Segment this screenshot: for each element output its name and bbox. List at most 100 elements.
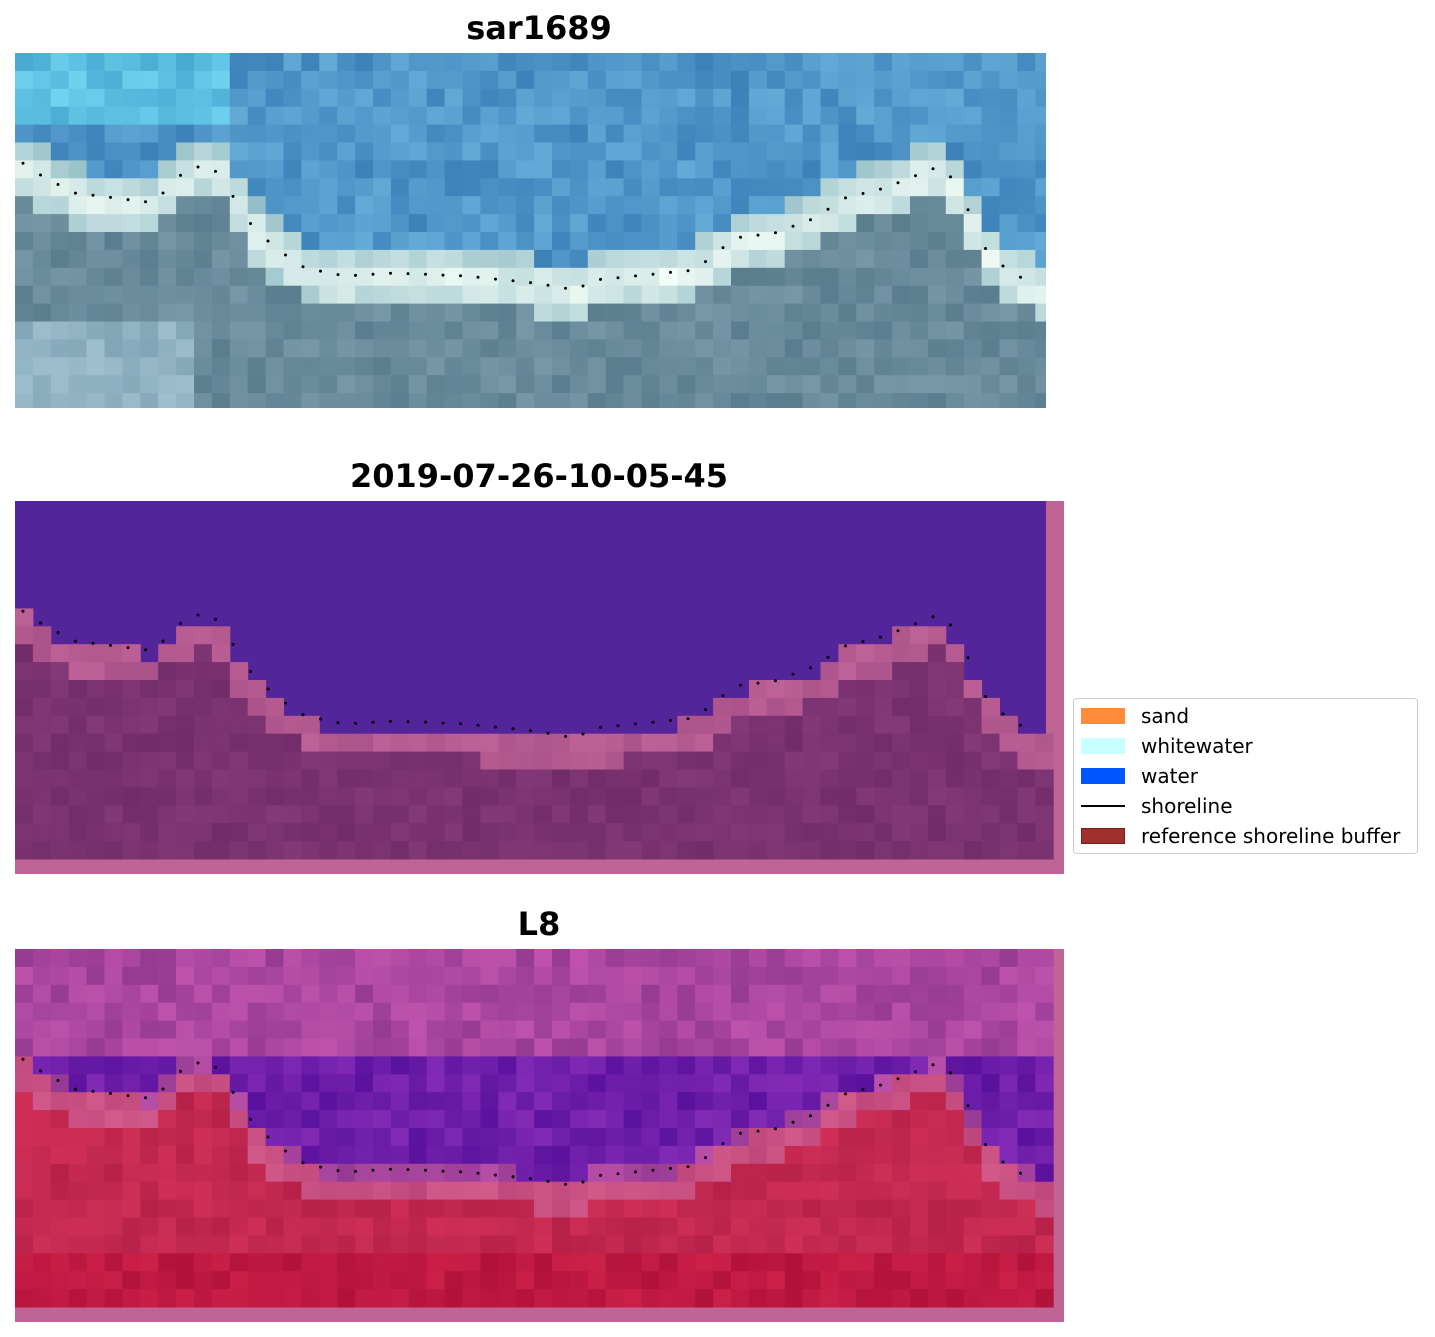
index-pixel [659, 1020, 678, 1039]
image-pixel [265, 142, 284, 161]
image-pixel [945, 70, 965, 90]
land-class-pixel [104, 697, 123, 717]
index-pixel [301, 1163, 320, 1183]
image-pixel [355, 232, 374, 251]
image-pixel [211, 160, 231, 179]
index-pixel [802, 1271, 821, 1290]
legend-item-reference-buffer: reference shoreline buffer [1081, 824, 1411, 848]
land-class-pixel [910, 751, 929, 770]
land-class-pixel [713, 805, 732, 824]
image-pixel [802, 142, 821, 161]
land-class-pixel [50, 644, 70, 663]
image-pixel [856, 375, 875, 394]
land-class-pixel [1017, 751, 1036, 770]
image-pixel [534, 339, 553, 358]
land-class-pixel [211, 805, 231, 824]
image-pixel [158, 106, 177, 126]
index-pixel [981, 1038, 1000, 1057]
index-pixel [838, 1199, 857, 1218]
image-pixel [480, 321, 499, 340]
image-pixel [176, 393, 195, 408]
image-pixel [265, 88, 284, 108]
index-pixel [337, 1271, 356, 1290]
index-pixel [802, 1056, 821, 1075]
land-class-pixel [892, 626, 911, 645]
image-pixel [1035, 393, 1046, 408]
image-pixel [373, 285, 392, 305]
index-pixel [426, 1217, 446, 1236]
image-pixel [713, 178, 732, 197]
index-pixel [283, 1217, 302, 1236]
index-pixel [140, 1056, 159, 1075]
index-pixel [355, 949, 374, 968]
image-pixel [516, 303, 535, 322]
index-pixel [32, 1289, 52, 1308]
land-class-pixel [820, 751, 839, 770]
image-pixel [945, 303, 965, 322]
image-pixel [229, 285, 249, 305]
index-pixel [265, 1128, 284, 1147]
image-pixel [1035, 70, 1046, 90]
image-pixel [373, 53, 392, 72]
index-pixel [390, 1128, 410, 1147]
image-pixel [498, 142, 517, 161]
land-class-pixel [892, 715, 911, 735]
image-pixel [15, 321, 34, 340]
image-pixel [927, 267, 947, 287]
image-pixel [104, 88, 123, 108]
index-pixel [211, 1289, 231, 1308]
image-pixel [426, 142, 446, 161]
land-class-pixel [104, 841, 123, 860]
image-pixel [874, 53, 893, 72]
index-pixel [176, 1181, 195, 1201]
image-pixel [426, 214, 446, 233]
image-pixel [731, 160, 750, 179]
index-pixel [229, 1020, 249, 1039]
legend-swatch-whitewater [1081, 738, 1125, 754]
image-pixel [480, 88, 499, 108]
image-pixel [784, 232, 804, 251]
image-pixel [390, 142, 410, 161]
index-pixel [784, 1074, 804, 1093]
image-pixel [516, 285, 535, 305]
index-pixel [86, 966, 105, 986]
index-pixel [390, 966, 410, 986]
index-pixel [211, 1217, 231, 1236]
index-pixel [229, 1181, 249, 1201]
image-pixel [802, 88, 821, 108]
land-class-pixel [355, 841, 374, 860]
shoreline-point [844, 644, 847, 648]
index-pixel [373, 1128, 392, 1147]
land-class-pixel [784, 715, 804, 735]
image-pixel [999, 53, 1018, 72]
image-pixel [677, 178, 696, 197]
index-pixel [784, 1217, 804, 1236]
land-class-pixel [122, 697, 141, 717]
index-pixel [32, 984, 52, 1004]
image-pixel [838, 232, 857, 251]
shoreline-point [756, 233, 760, 237]
land-class-pixel [838, 823, 857, 842]
index-pixel [50, 1074, 70, 1093]
index-pixel [140, 1217, 159, 1236]
image-pixel [677, 70, 696, 90]
image-pixel [605, 178, 625, 197]
index-pixel [104, 1163, 123, 1183]
index-pixel [659, 1056, 678, 1075]
index-pixel [211, 1002, 231, 1022]
image-pixel [641, 214, 660, 233]
image-pixel [569, 393, 589, 408]
index-pixel [283, 1020, 302, 1039]
image-pixel [892, 214, 911, 233]
land-class-pixel [211, 787, 231, 806]
image-pixel [122, 53, 141, 72]
index-pixel [229, 1002, 249, 1022]
index-pixel [569, 1235, 589, 1254]
index-pixel [892, 1181, 911, 1201]
index-pixel [999, 1056, 1018, 1075]
index-pixel [122, 1020, 141, 1039]
index-pixel [480, 1235, 499, 1254]
image-pixel [140, 88, 159, 108]
land-class-pixel [194, 715, 213, 735]
land-class-pixel [927, 823, 947, 842]
